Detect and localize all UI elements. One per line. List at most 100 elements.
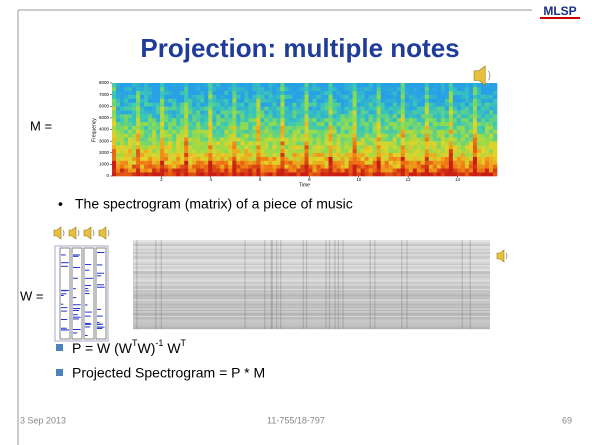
spectrogram-cell bbox=[453, 153, 457, 157]
spectrogram-cell bbox=[140, 122, 144, 126]
spectrogram-cell bbox=[144, 133, 148, 137]
gray-row bbox=[133, 325, 490, 327]
spectrogram-cell bbox=[284, 149, 288, 153]
spectrogram-cell bbox=[309, 161, 313, 165]
spectrogram-cell bbox=[132, 168, 136, 172]
spectrogram-cell bbox=[429, 118, 433, 122]
spectrogram-cell bbox=[457, 149, 461, 153]
spectrogram-cell bbox=[357, 153, 361, 157]
spectrogram-cell bbox=[300, 87, 304, 91]
spectrogram-cell bbox=[341, 87, 345, 91]
spectrogram-cell bbox=[409, 164, 413, 168]
spectrogram-cell bbox=[292, 149, 296, 153]
spectrogram-cell bbox=[172, 164, 176, 168]
spectrogram-cell bbox=[228, 149, 232, 153]
gray-row bbox=[133, 307, 490, 309]
spectrogram-cell bbox=[397, 87, 401, 91]
spectrogram-cell bbox=[208, 157, 212, 161]
spectrogram-cell bbox=[296, 102, 300, 106]
spectrogram-cell bbox=[329, 153, 333, 157]
spectrogram-cell bbox=[469, 83, 473, 87]
spectrogram-cell bbox=[465, 153, 469, 157]
spectrogram-cell bbox=[184, 83, 188, 87]
spectrogram-cell bbox=[112, 145, 116, 149]
spectrogram-cell bbox=[120, 141, 124, 145]
spectrogram-cell bbox=[485, 130, 489, 134]
spectrogram-cell bbox=[180, 87, 184, 91]
spectrogram-cell bbox=[260, 114, 264, 118]
spectrogram-cell bbox=[437, 137, 441, 141]
spectrogram-cell bbox=[124, 153, 128, 157]
spectrogram-cell bbox=[445, 149, 449, 153]
spectrogram-cell bbox=[168, 161, 172, 165]
spectrogram-cell bbox=[268, 95, 272, 99]
spectrogram-cell bbox=[381, 99, 385, 103]
spectrogram-cell bbox=[385, 83, 389, 87]
spectrogram-cell bbox=[465, 164, 469, 168]
spectrogram-cell bbox=[305, 95, 309, 99]
spectrogram-cell bbox=[485, 153, 489, 157]
spectrogram-cell bbox=[132, 161, 136, 165]
spectrogram-cell bbox=[449, 145, 453, 149]
speaker bbox=[69, 227, 76, 239]
spectrogram-cell bbox=[260, 102, 264, 106]
spectrogram-cell bbox=[377, 168, 381, 172]
spectrogram-cell bbox=[120, 133, 124, 137]
spectrogram-cell bbox=[248, 91, 252, 95]
spectrogram-cell bbox=[425, 141, 429, 145]
spectrogram-cell bbox=[128, 137, 132, 141]
spectrogram-cell bbox=[489, 172, 493, 176]
spectrogram-cell bbox=[413, 130, 417, 134]
gray-row bbox=[133, 262, 490, 264]
spectrogram-cell bbox=[288, 114, 292, 118]
gray-row bbox=[133, 304, 490, 306]
spectrogram-cell bbox=[305, 114, 309, 118]
spectrogram-cell bbox=[224, 141, 228, 145]
spectrogram-cell bbox=[268, 114, 272, 118]
spectrogram-cell bbox=[477, 137, 481, 141]
spectrogram-cell bbox=[288, 172, 292, 176]
spectrogram-cell bbox=[128, 161, 132, 165]
gray-row bbox=[133, 308, 490, 310]
spectrogram-cell bbox=[148, 83, 152, 87]
spectrogram-cell bbox=[204, 149, 208, 153]
spectrogram-cell bbox=[421, 130, 425, 134]
gray-row bbox=[133, 276, 490, 278]
spectrogram-cell bbox=[128, 145, 132, 149]
spectrogram-cell bbox=[405, 110, 409, 114]
spectrogram-cell bbox=[337, 153, 341, 157]
spectrogram-cell bbox=[284, 164, 288, 168]
spectrogram-cell bbox=[292, 99, 296, 103]
spectrogram-cell bbox=[393, 95, 397, 99]
spectrogram-cell bbox=[433, 161, 437, 165]
spectrogram-cell bbox=[272, 122, 276, 126]
spectrogram-cell bbox=[333, 110, 337, 114]
spectrogram-cell bbox=[300, 149, 304, 153]
spectrogram-cell bbox=[465, 110, 469, 114]
spectrogram-cell bbox=[469, 145, 473, 149]
spectrogram-cell bbox=[112, 133, 116, 137]
spectrogram-cell bbox=[248, 110, 252, 114]
spectrogram-cell bbox=[212, 130, 216, 134]
spectrogram-cell bbox=[264, 145, 268, 149]
spectrogram-cell bbox=[212, 106, 216, 110]
spectrogram-cell bbox=[296, 110, 300, 114]
spectrogram-cell bbox=[288, 149, 292, 153]
spectrogram-cell bbox=[132, 145, 136, 149]
spectrogram-cell bbox=[160, 118, 164, 122]
spectrogram-cell bbox=[345, 137, 349, 141]
spectrogram-cell bbox=[449, 122, 453, 126]
spectrogram-cell bbox=[116, 168, 120, 172]
spectrogram-cell bbox=[252, 122, 256, 126]
spectrogram-cell bbox=[461, 126, 465, 130]
spectrogram-cell bbox=[172, 145, 176, 149]
spectrogram-cell bbox=[445, 83, 449, 87]
gray-row bbox=[133, 319, 490, 321]
spectrogram-cell bbox=[208, 130, 212, 134]
spectrogram-cell bbox=[264, 118, 268, 122]
spectrogram-cell bbox=[373, 153, 377, 157]
spectrogram-cell bbox=[128, 153, 132, 157]
spectrogram-cell bbox=[465, 133, 469, 137]
spectrogram-cell bbox=[140, 168, 144, 172]
spectrogram-cell bbox=[425, 164, 429, 168]
